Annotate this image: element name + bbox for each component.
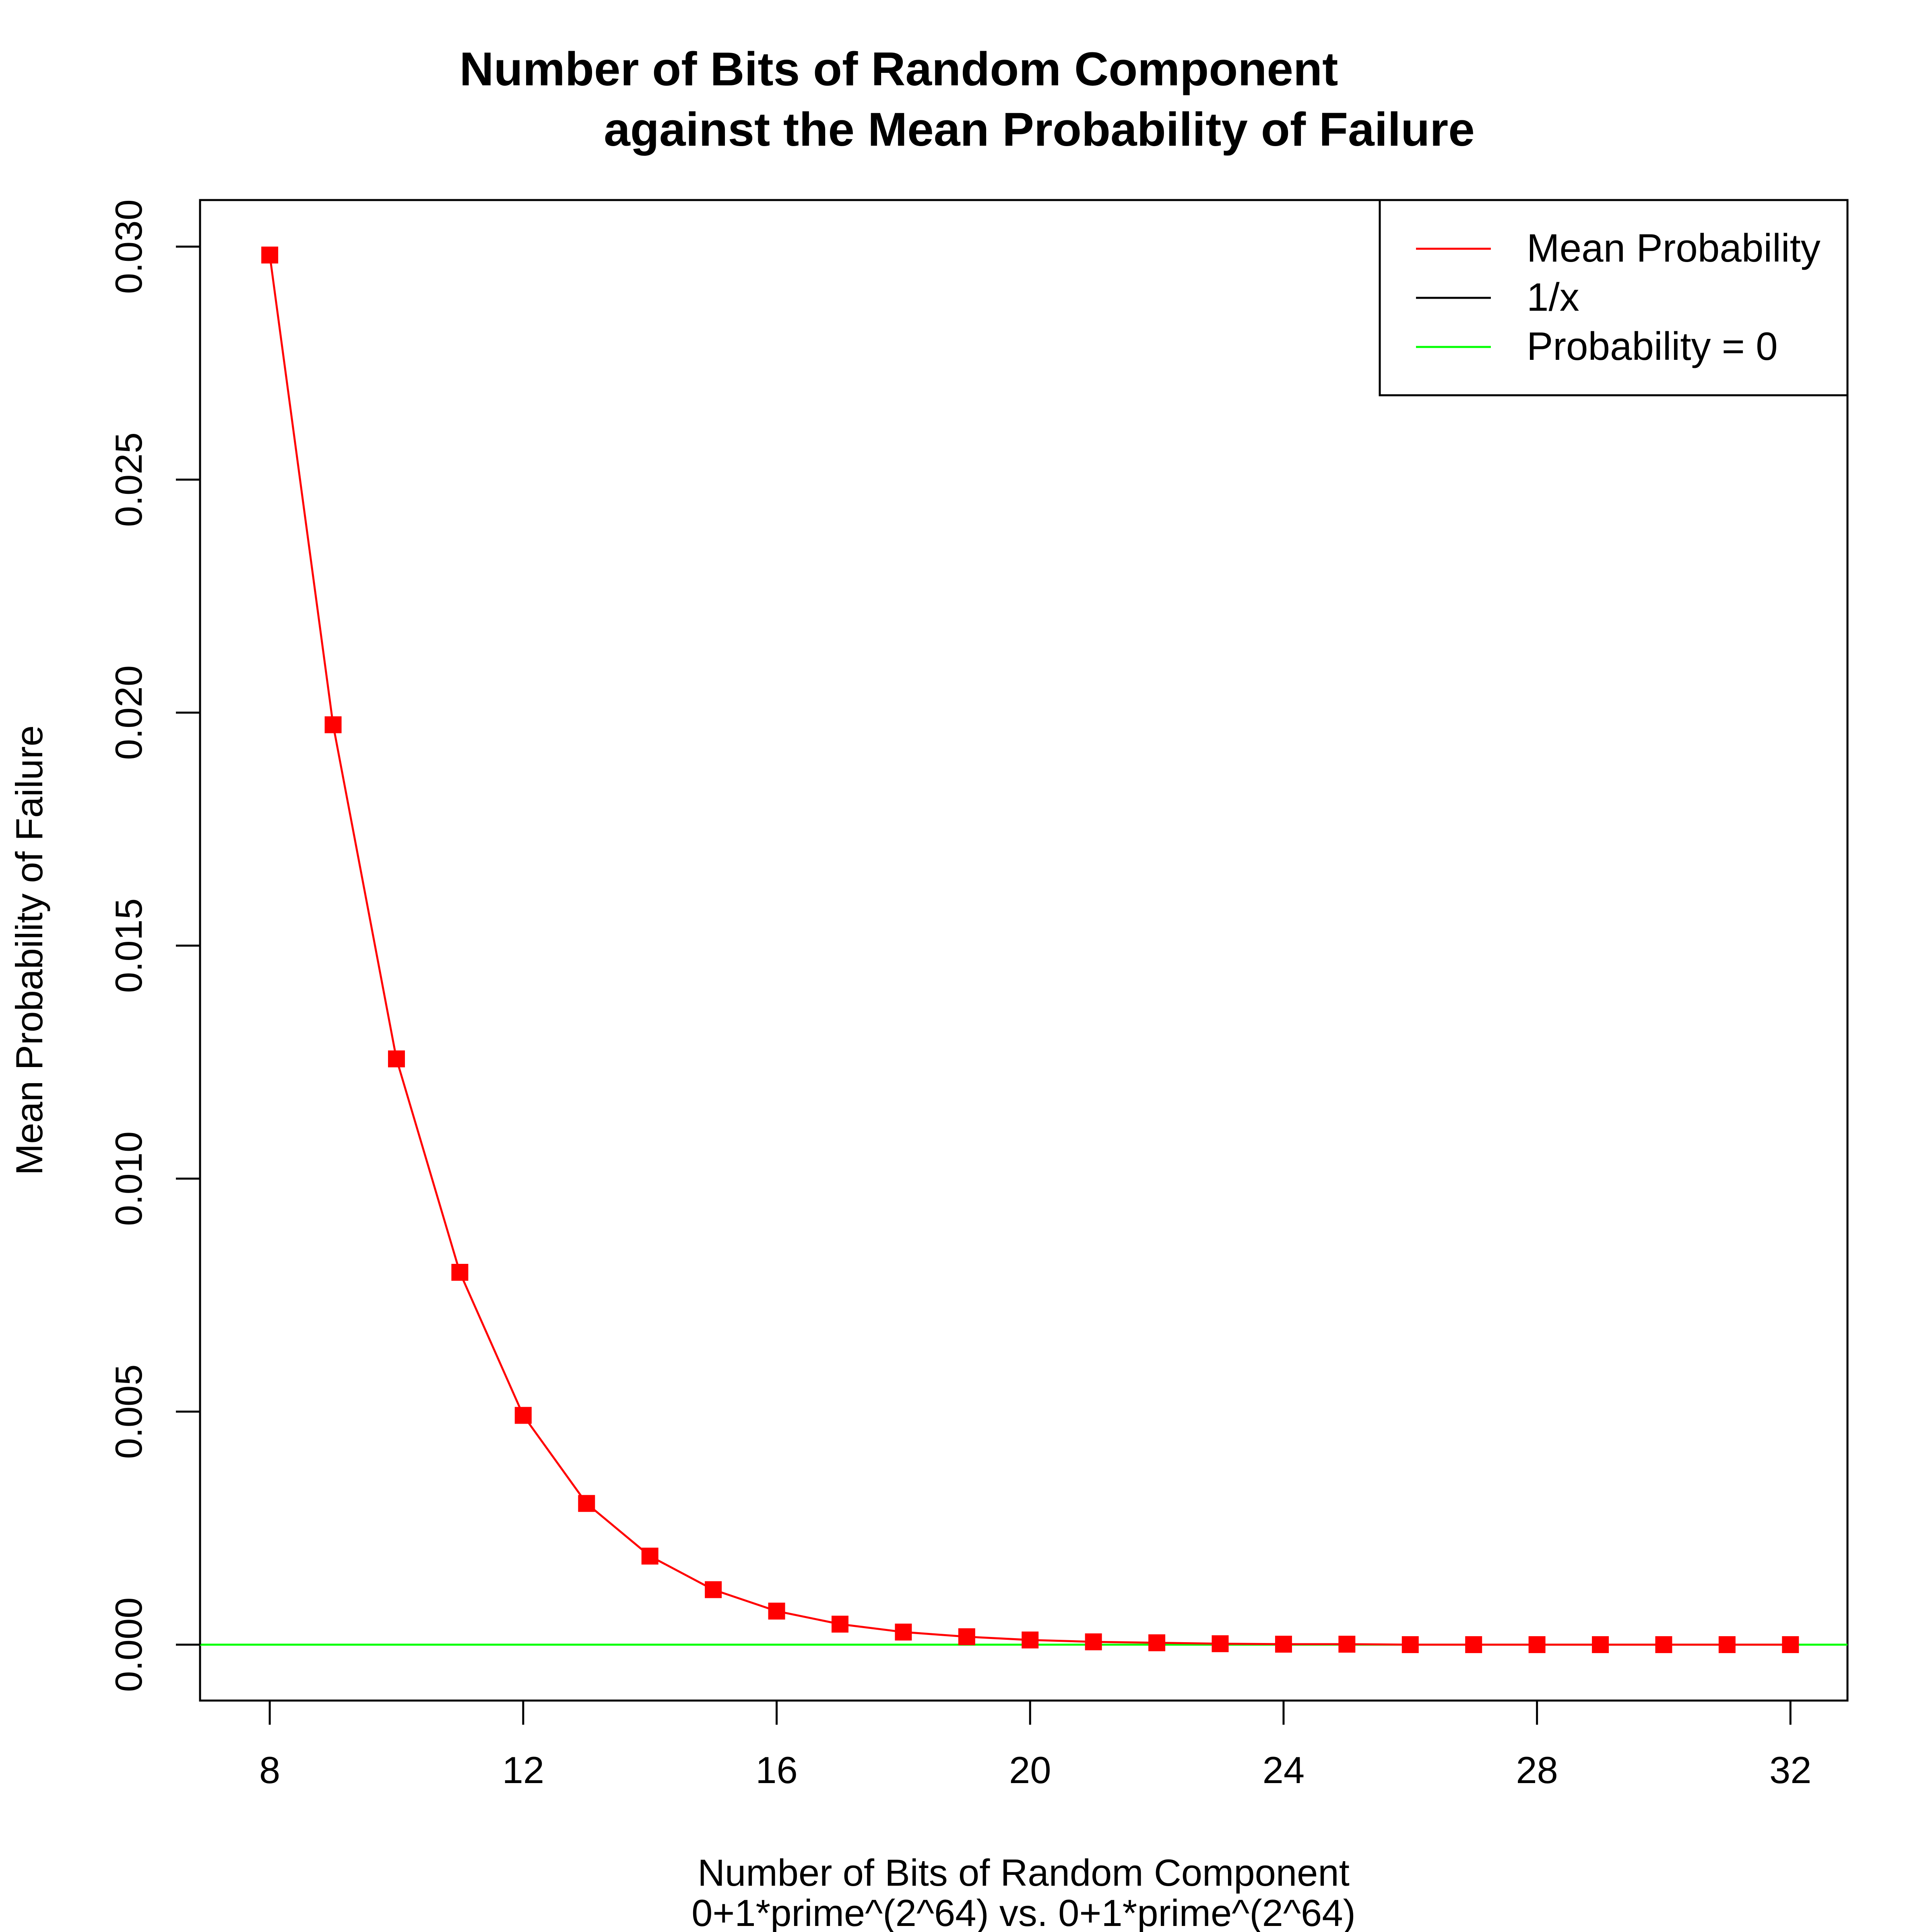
x-axis-label-line1: Number of Bits of Random Component bbox=[698, 1852, 1350, 1894]
data-point-16 bbox=[768, 1602, 785, 1620]
x-tick-label: 32 bbox=[1769, 1749, 1812, 1791]
y-axis: 0.000 0.005 0.010 0.015 0.020 0.025 0.030 bbox=[107, 199, 201, 1692]
data-point-10 bbox=[388, 1050, 405, 1067]
data-point-24 bbox=[1275, 1635, 1292, 1653]
data-point-19 bbox=[958, 1628, 975, 1645]
legend-label-probability-zero: Probability = 0 bbox=[1527, 324, 1778, 368]
data-point-28 bbox=[1528, 1636, 1546, 1653]
y-tick-label: 0.010 bbox=[107, 1131, 150, 1226]
data-point-18 bbox=[895, 1623, 912, 1641]
x-tick-label: 20 bbox=[1009, 1749, 1051, 1791]
legend-label-mean-probability: Mean Probability bbox=[1527, 226, 1821, 270]
y-tick-label: 0.000 bbox=[107, 1597, 150, 1692]
legend-label-inverse-x: 1/x bbox=[1527, 275, 1579, 319]
data-point-26 bbox=[1402, 1636, 1419, 1653]
x-tick-label: 24 bbox=[1263, 1749, 1305, 1791]
data-point-27 bbox=[1465, 1636, 1482, 1653]
data-point-11 bbox=[451, 1264, 469, 1281]
data-point-15 bbox=[705, 1581, 722, 1598]
data-point-9 bbox=[324, 716, 342, 733]
y-tick-label: 0.015 bbox=[107, 898, 150, 993]
x-axis: 8 12 16 20 24 28 32 bbox=[259, 1699, 1812, 1791]
data-point-32 bbox=[1782, 1636, 1799, 1653]
y-tick-label: 0.020 bbox=[107, 665, 150, 760]
legend: Mean Probability 1/x Probability = 0 bbox=[1379, 199, 1849, 396]
x-tick-label: 28 bbox=[1516, 1749, 1558, 1791]
series-line-mean-probability bbox=[268, 255, 1791, 1646]
series-lines bbox=[268, 255, 1791, 1646]
y-tick-label: 0.005 bbox=[107, 1364, 150, 1459]
x-tick-label: 12 bbox=[502, 1749, 545, 1791]
y-tick-label: 0.025 bbox=[107, 432, 150, 527]
x-tick-label: 8 bbox=[259, 1749, 280, 1791]
data-point-31 bbox=[1718, 1636, 1736, 1653]
data-point-12 bbox=[514, 1407, 532, 1424]
data-point-25 bbox=[1338, 1635, 1356, 1653]
data-point-29 bbox=[1592, 1636, 1609, 1653]
data-point-30 bbox=[1655, 1636, 1672, 1653]
data-point-14 bbox=[641, 1548, 658, 1565]
y-axis-label: Mean Probability of Failure bbox=[8, 725, 50, 1175]
data-point-20 bbox=[1022, 1631, 1039, 1649]
x-tick-label: 16 bbox=[755, 1749, 798, 1791]
data-point-23 bbox=[1212, 1635, 1229, 1652]
data-point-13 bbox=[578, 1495, 595, 1512]
x-axis-label-line2: 0+1*prime^(2^64) vs. 0+1*prime^(2^64) bbox=[691, 1892, 1356, 1932]
chart-title-line2: against the Mean Probability of Failure bbox=[604, 103, 1475, 156]
series-points bbox=[261, 246, 1799, 1653]
data-point-17 bbox=[831, 1616, 848, 1633]
data-point-8 bbox=[261, 246, 279, 264]
y-tick-label: 0.030 bbox=[107, 199, 150, 294]
plot-frame bbox=[199, 199, 1849, 1702]
chart-title-line1: Number of Bits of Random Component bbox=[460, 43, 1338, 96]
data-point-22 bbox=[1148, 1634, 1166, 1651]
data-point-21 bbox=[1085, 1633, 1102, 1651]
